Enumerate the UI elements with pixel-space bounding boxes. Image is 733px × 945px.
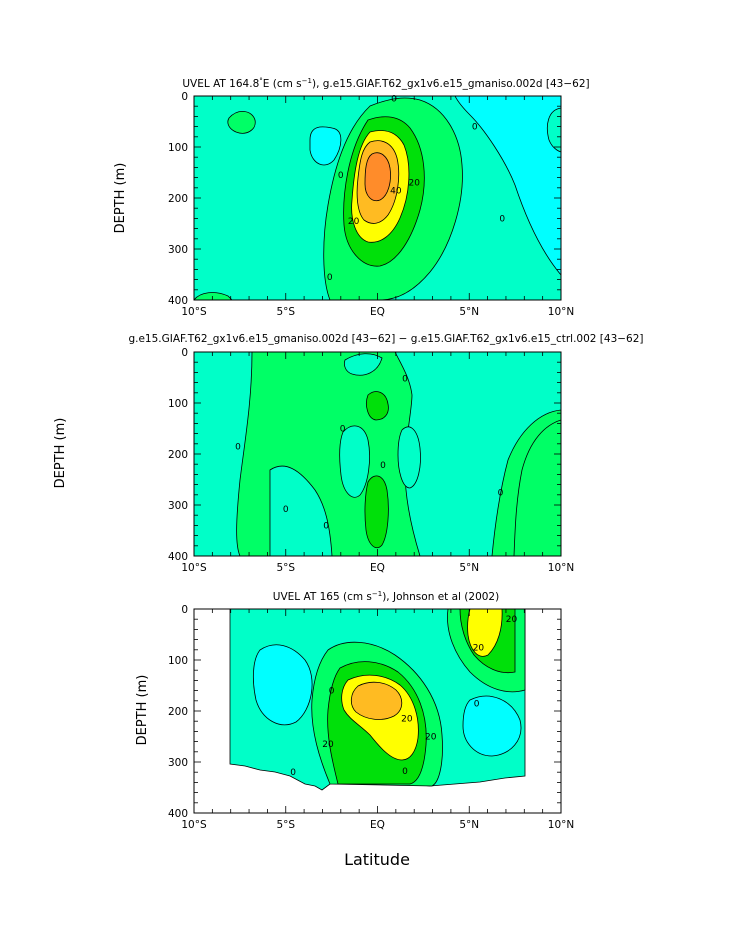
- panel-2-contour-labels: 0 0 0 0 0 0 0: [235, 375, 503, 532]
- y-tick-label: 0: [181, 604, 188, 616]
- y-tick-label: 400: [168, 295, 188, 307]
- panel-2: g.e15.GIAF.T62_gx1v6.e15_gmaniso.002d [4…: [53, 333, 644, 574]
- contour-label: 0: [472, 123, 478, 133]
- panel-3-title: UVEL AT 165 (cm s−1), Johnson et al (200…: [273, 590, 499, 603]
- y-tick-label: 200: [168, 706, 188, 718]
- y-tick-label: 100: [168, 398, 188, 410]
- panel-2-fill-positive-upper: [366, 391, 389, 421]
- y-tick-label: 400: [168, 808, 188, 820]
- panel-2-axes: 10°S 5°S EQ 5°N 10°N 0 100 200 300 400: [168, 347, 574, 574]
- panel-1-fill-50: [364, 152, 391, 202]
- y-tick-label: 400: [168, 551, 188, 563]
- x-tick-label: 5°S: [276, 306, 295, 318]
- contour-label: 40: [390, 186, 402, 196]
- y-tick-label: 200: [168, 449, 188, 461]
- panel-1-ylabel: DEPTH (m): [113, 163, 128, 234]
- y-tick-label: 200: [168, 193, 188, 205]
- x-tick-label: EQ: [370, 306, 385, 318]
- x-tick-label: 10°S: [181, 306, 207, 318]
- panel-3-fill-40: [350, 681, 403, 720]
- panel-1-fill-negative-west: [309, 126, 342, 166]
- panel-2-fill-east: [394, 352, 561, 556]
- panel-2-fill-southwest: [269, 465, 333, 556]
- panel-1-fill-east-edge: [546, 107, 561, 153]
- contour-label: 20: [408, 179, 420, 189]
- y-tick-label: 300: [168, 757, 188, 769]
- panel-2-fill-top-pocket: [344, 353, 383, 376]
- contour-label: 20: [506, 615, 518, 625]
- panel-3-fill-negative-west: [252, 644, 313, 726]
- contour-label: 0: [235, 442, 241, 452]
- contour-label: 0: [290, 768, 296, 778]
- panel-3-fill-30-east: [467, 609, 503, 657]
- panel-1-fill-small-positive: [227, 111, 256, 134]
- panel-2-title: g.e15.GIAF.T62_gx1v6.e15_gmaniso.002d [4…: [128, 333, 643, 345]
- contour-label: 20: [473, 643, 485, 653]
- panel-1-contours: [194, 96, 561, 300]
- contour-label: 0: [499, 214, 505, 224]
- panel-2-fill-east-negative: [397, 426, 421, 489]
- contour-label: 20: [401, 715, 413, 725]
- contour-label: 0: [498, 488, 504, 498]
- panel-1: UVEL AT 164.8°E (cm s−1), g.e15.GIAF.T62…: [113, 77, 590, 318]
- panel-2-contours: [194, 352, 561, 556]
- panel-1-fill-bottom-left: [194, 292, 233, 300]
- contour-label: 0: [327, 273, 333, 283]
- y-tick-label: 300: [168, 500, 188, 512]
- x-tick-label: 10°N: [548, 562, 574, 574]
- panel-3-fill-negative-east: [462, 695, 522, 757]
- y-tick-label: 300: [168, 244, 188, 256]
- panel-3-contour-labels: 20 20 0 0 20 20 20 0 0: [290, 615, 517, 778]
- y-tick-label: 100: [168, 655, 188, 667]
- x-tick-label: 10°N: [548, 306, 574, 318]
- panel-2-ylabel: DEPTH (m): [53, 418, 68, 489]
- contour-label: 0: [391, 95, 397, 105]
- x-tick-label: EQ: [370, 562, 385, 574]
- panel-1-contour-labels: 0 0 0 20 40 20 0 0: [327, 95, 505, 283]
- x-tick-label: 5°S: [276, 819, 295, 831]
- panel-1-fill-negative-east: [454, 96, 561, 276]
- x-tick-label: 5°S: [276, 562, 295, 574]
- panel-2-fill-center-negative: [339, 425, 370, 498]
- contour-label: 20: [348, 217, 360, 227]
- x-axis-label: Latitude: [344, 850, 410, 869]
- panel-3-contours: [229, 609, 526, 791]
- panel-3-ylabel: DEPTH (m): [135, 675, 150, 746]
- x-tick-label: 10°S: [181, 562, 207, 574]
- x-tick-label: EQ: [370, 819, 385, 831]
- panel-3: UVEL AT 165 (cm s−1), Johnson et al (200…: [135, 590, 574, 831]
- panel-2-fill-west: [194, 352, 253, 556]
- contour-label: 0: [329, 687, 335, 697]
- contour-label: 0: [402, 767, 408, 777]
- x-tick-label: 10°S: [181, 819, 207, 831]
- contour-label: 0: [340, 425, 346, 435]
- contour-label: 20: [322, 740, 334, 750]
- x-tick-label: 5°N: [459, 819, 479, 831]
- panel-1-title: UVEL AT 164.8°E (cm s−1), g.e15.GIAF.T62…: [182, 77, 589, 90]
- x-tick-label: 10°N: [548, 819, 574, 831]
- y-tick-label: 0: [181, 347, 188, 359]
- contour-label: 0: [402, 375, 408, 385]
- contour-label: 0: [474, 699, 480, 709]
- panel-2-fill-east-positive: [513, 419, 561, 556]
- x-tick-label: 5°N: [459, 306, 479, 318]
- contour-label: 0: [323, 521, 329, 531]
- contour-label: 0: [338, 171, 344, 181]
- contour-label: 0: [283, 505, 289, 515]
- contour-label: 0: [380, 461, 386, 471]
- y-tick-label: 0: [181, 91, 188, 103]
- y-tick-label: 100: [168, 142, 188, 154]
- contour-label: 20: [425, 733, 437, 743]
- panel-2-fill-positive-lower: [364, 475, 389, 549]
- x-tick-label: 5°N: [459, 562, 479, 574]
